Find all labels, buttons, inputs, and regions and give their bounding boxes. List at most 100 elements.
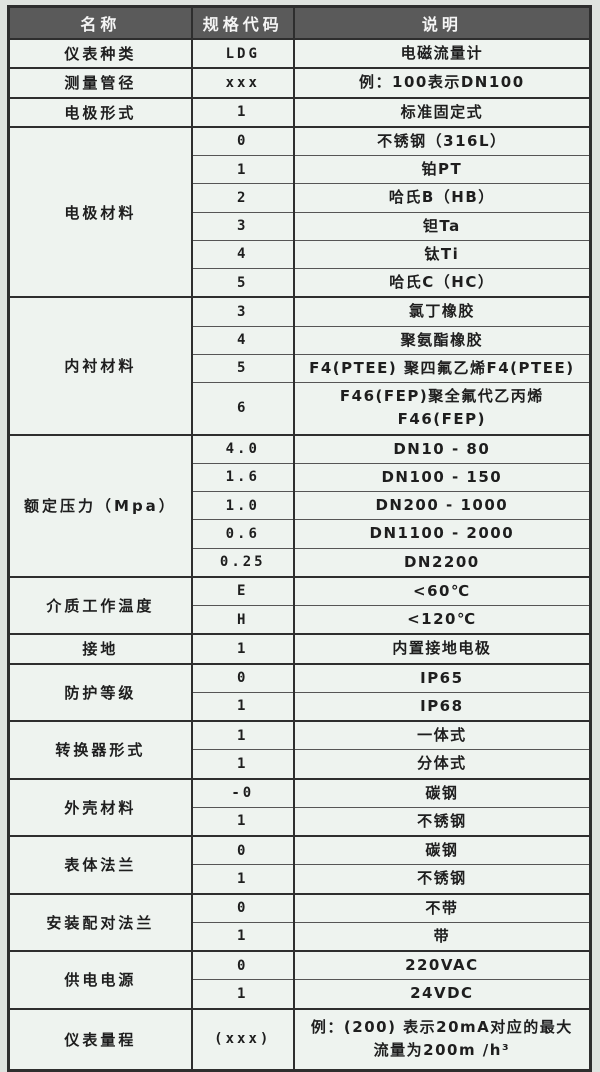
desc-cell: 不锈钢 [293,864,591,894]
table-row: 供电电源 0 220VAC [8,950,591,1009]
desc-cell: 标准固定式 [293,96,591,127]
section-name-cell: 转换器形式 [8,720,193,779]
section-name-cell: 电极材料 [8,125,193,298]
code-cell: 1 [191,154,295,184]
table-row: 0.6 DN1100 - 2000 [9,519,591,548]
code-cell: 1 [191,749,295,779]
code-cell: 0.6 [191,519,295,548]
table-row: 转换器形式 1 一体式 [8,720,591,779]
table-row: 4 钛Ti [9,239,591,269]
spec-table: 名称 规格代码 说明 仪表种类 LDG 电磁流量计 测量管径 xxx 例：100表示DN1… [7,5,592,1072]
table-row: 1 铂PT [9,154,591,184]
desc-cell: 不带 [293,892,591,923]
code-cell: 1 [191,633,295,664]
code-cell: 1 [191,806,295,836]
table-row: 3 钽Ta [9,211,591,241]
table-row: 2 哈氏B（HB） [9,183,591,212]
table-row: 接地 1 内置接地电极 [8,633,591,664]
desc-cell: 带 [293,921,591,951]
desc-cell: DN2200 [293,547,591,577]
desc-cell: 分体式 [293,749,591,779]
section-name-cell: 防护等级 [8,662,193,721]
desc-cell: 碳钢 [293,835,591,865]
table-row: H <120℃ [9,605,591,635]
table-row: 0.25 DN2200 [9,547,591,577]
table-row: 介质工作温度 E <60℃ [8,575,591,635]
table-row: 4 聚氨酯橡胶 [9,325,591,355]
code-cell: 3 [191,296,295,326]
table-row: 测量管径 xxx 例：100表示DN100 [8,67,591,98]
code-cell: 1 [191,96,295,127]
desc-cell: DN1100 - 2000 [293,519,591,548]
desc-cell: 铂PT [293,154,591,184]
section-name-cell: 电极形式 [8,96,193,127]
table-row: 电极形式 1 标准固定式 [8,96,591,127]
desc-cell: IP68 [293,691,591,721]
section-name-cell: 安装配对法兰 [8,892,193,951]
table-row: 安装配对法兰 0 不带 [8,892,591,951]
code-cell: 1.6 [191,462,295,492]
code-cell: xxx [191,67,295,98]
desc-cell: 钽Ta [293,211,591,241]
code-cell: (xxx) [191,1007,295,1071]
table-row: 5 哈氏C（HC） [9,268,591,298]
table-row: 内衬材料 3 氯丁橡胶 [8,296,591,435]
desc-cell: <60℃ [293,575,591,606]
header-row: 名称 规格代码 说明 [7,5,592,40]
desc-cell: 氯丁橡胶 [293,296,591,326]
code-cell: 1 [191,979,295,1009]
table-row: 外壳材料 -0 碳钢 [8,777,591,836]
table-row: 1.0 DN200 - 1000 [9,490,591,520]
desc-cell: 不锈钢（316L） [293,125,591,156]
code-cell: 0 [191,835,295,865]
code-cell: 4 [191,325,295,355]
desc-cell: 例：(200) 表示20mA对应的最大 流量为200m /h³ [293,1007,591,1071]
section-name-cell: 接地 [8,633,193,664]
desc-cell: 24VDC [293,979,591,1009]
desc-cell: IP65 [293,662,591,693]
table-row: 1 IP68 [9,691,591,721]
code-cell: 0.25 [191,547,295,577]
code-cell: 0 [191,662,295,693]
section-name-cell: 介质工作温度 [8,575,193,635]
header-cell-code: 规格代码 [190,5,295,40]
desc-cell: 内置接地电极 [293,633,591,664]
table-row: 额定压力（Mpa） 4.0 DN10 - 80 [8,433,591,577]
code-cell: 2 [191,183,295,212]
code-cell: 5 [191,268,295,298]
code-cell: 4.0 [191,433,295,464]
desc-cell: 220VAC [293,950,591,980]
code-cell: -0 [191,777,295,808]
code-cell: 1 [191,864,295,894]
desc-cell: 不锈钢 [293,806,591,836]
section-name-cell: 仪表量程 [8,1007,193,1071]
code-cell: 5 [191,353,295,383]
code-cell: 0 [191,892,295,923]
header-cell-desc: 说明 [292,5,592,40]
code-cell: 1.0 [191,490,295,520]
desc-cell: DN10 - 80 [293,433,591,464]
code-cell: H [191,605,295,635]
desc-cell: F46(FEP)聚全氟代乙丙烯F46(FEP) [293,382,591,435]
code-cell: 4 [191,239,295,269]
spec-table-body: 仪表种类 LDG 电磁流量计 测量管径 xxx 例：100表示DN100 电极形式 1 标准固定… [8,37,591,1071]
desc-cell: 哈氏B（HB） [293,183,591,212]
section-name-cell: 额定压力（Mpa） [8,433,193,577]
section-name-cell: 表体法兰 [8,835,193,894]
code-cell: 6 [191,382,295,435]
table-row: 6 F46(FEP)聚全氟代乙丙烯F46(FEP) [9,382,591,435]
table-row: 1.6 DN100 - 150 [9,462,591,492]
desc-cell: 碳钢 [293,777,591,808]
code-cell: LDG [191,37,295,69]
desc-cell: 例：100表示DN100 [293,67,591,98]
table-row: 1 分体式 [9,749,591,779]
desc-cell: DN200 - 1000 [293,490,591,520]
spec-table-header: 名称 规格代码 说明 [7,5,592,40]
desc-cell: 钛Ti [293,239,591,269]
code-cell: 0 [191,950,295,980]
code-cell: 1 [191,720,295,750]
table-row: 1 不锈钢 [9,864,591,894]
code-cell: 1 [191,921,295,951]
code-cell: 3 [191,211,295,241]
header-cell-name: 名称 [7,5,193,40]
